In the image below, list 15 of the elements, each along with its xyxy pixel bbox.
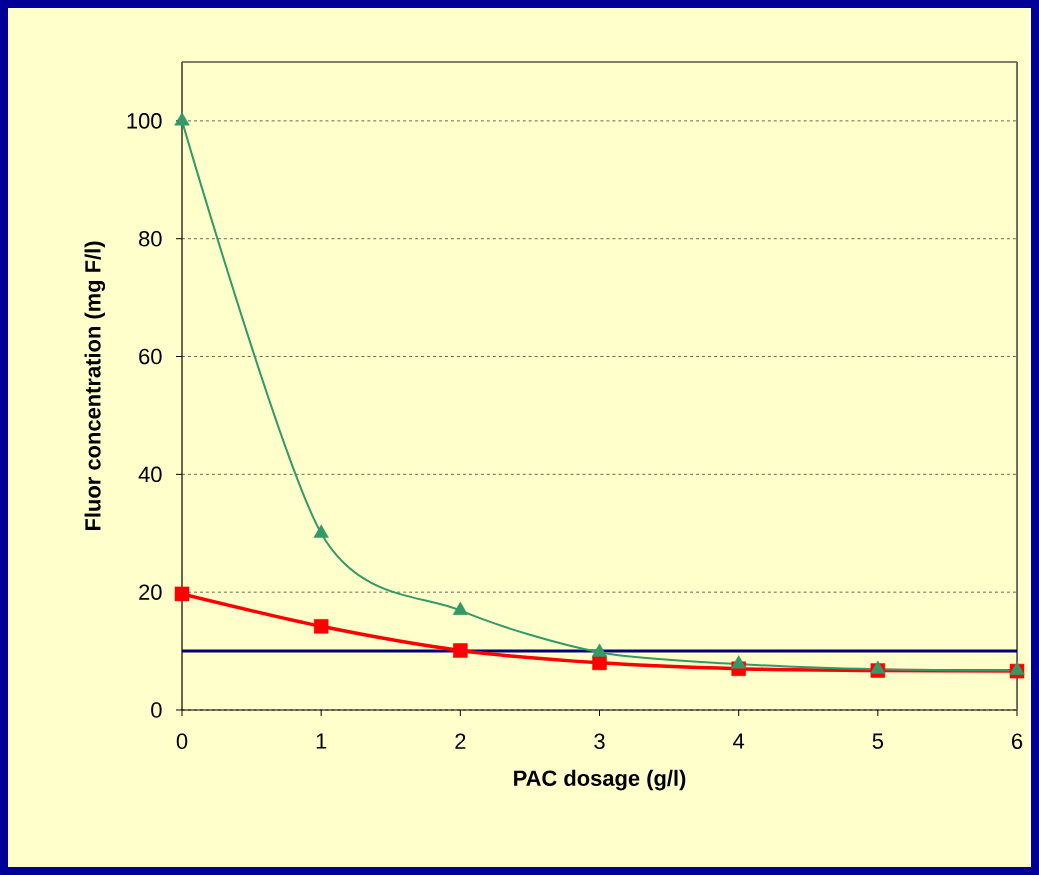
y-tick-label: 80 bbox=[139, 230, 162, 247]
x-tick-label: 0 bbox=[176, 733, 188, 750]
x-tick-label: 3 bbox=[594, 733, 605, 750]
x-axis-title: PAC dosage (g/l) bbox=[514, 769, 686, 791]
x-tick-label: 6 bbox=[1012, 733, 1023, 750]
y-tick-label: 100 bbox=[127, 113, 162, 129]
x-tick-label: 2 bbox=[455, 733, 466, 749]
x-tick-label: 5 bbox=[872, 733, 884, 749]
x-tick-label: 4 bbox=[733, 733, 745, 749]
y-tick-label: 0 bbox=[151, 702, 162, 718]
y-tick-label: 20 bbox=[139, 584, 162, 600]
y-tick-label: 60 bbox=[139, 348, 162, 365]
y-tick-label: 40 bbox=[138, 466, 162, 483]
y-axis-title: Fluor concentration (mg F/l) bbox=[84, 241, 106, 531]
x-tick-label: 1 bbox=[316, 733, 327, 749]
